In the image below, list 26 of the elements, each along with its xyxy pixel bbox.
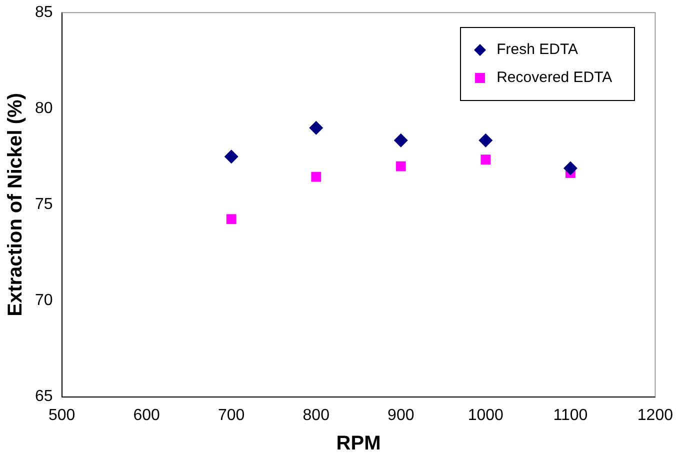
- x-tick-label: 700: [218, 406, 245, 424]
- y-tick-label: 85: [35, 4, 53, 22]
- x-tick-label: 900: [388, 406, 414, 424]
- legend-label: Fresh EDTA: [496, 41, 578, 58]
- point: [226, 214, 236, 224]
- point: [563, 161, 578, 176]
- point: [478, 133, 493, 148]
- point: [311, 172, 322, 182]
- x-tick-label: 1000: [468, 406, 504, 424]
- x-axis-title: RPM: [336, 432, 381, 455]
- y-axis-title: Extraction of Nickel (%): [4, 93, 27, 316]
- y-tick-label: 75: [35, 196, 53, 214]
- legend-label: Recovered EDTA: [496, 69, 612, 86]
- y-tick-label: 80: [35, 100, 53, 118]
- point: [396, 161, 406, 172]
- y-tick-label: 65: [35, 388, 53, 406]
- point: [309, 120, 324, 135]
- y-tick-label: 70: [35, 292, 53, 310]
- x-tick-label: 1100: [553, 406, 588, 424]
- x-tick-label: 1200: [637, 406, 674, 424]
- x-tick-label: 500: [48, 406, 76, 424]
- point: [224, 150, 238, 164]
- point: [394, 133, 408, 148]
- x-tick-label: 800: [302, 406, 330, 424]
- point: [480, 154, 491, 165]
- x-tick-label: 600: [133, 406, 160, 424]
